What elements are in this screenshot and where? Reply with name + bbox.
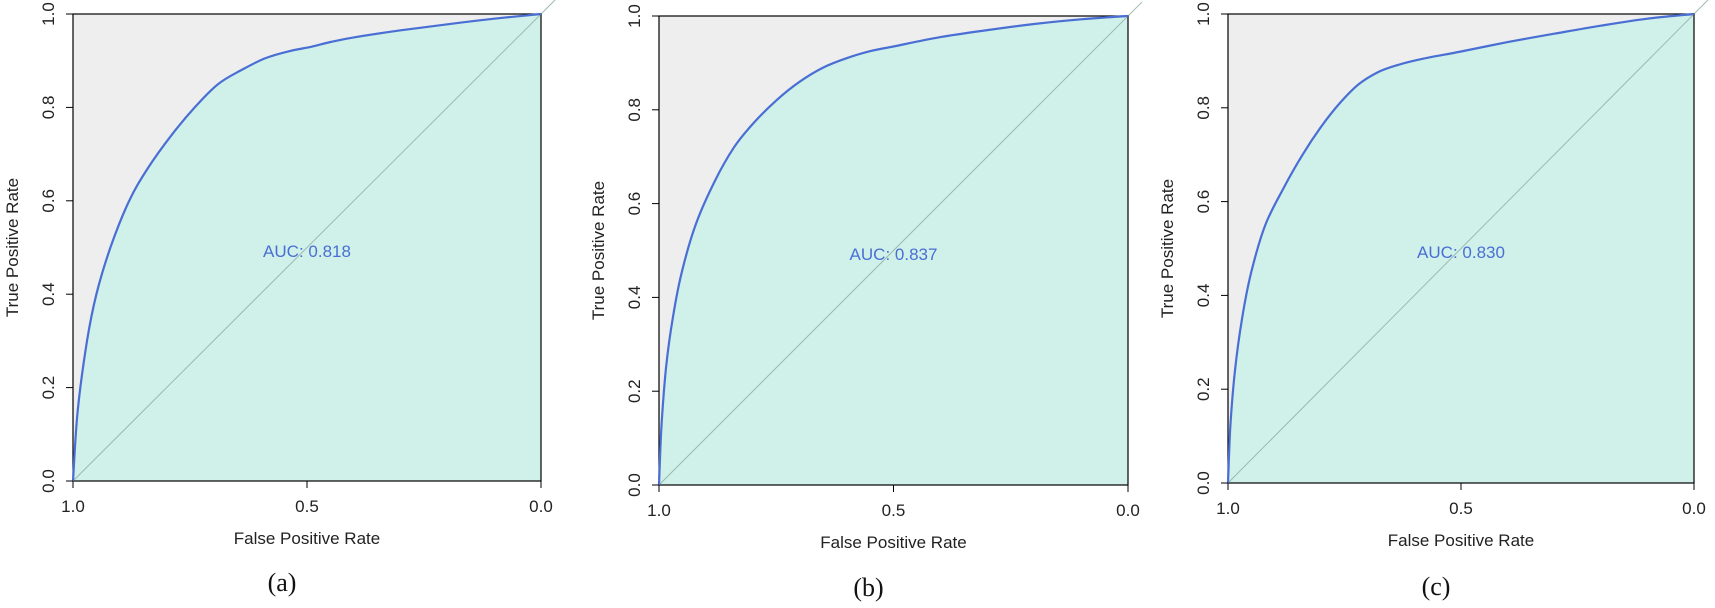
roc-curve bbox=[657, 14, 1129, 486]
y-tick-label: 0.4 bbox=[625, 286, 644, 310]
x-tick-label: 1.0 bbox=[1216, 499, 1240, 518]
y-tick-label: 0.4 bbox=[39, 282, 58, 306]
y-tick-label: 0.6 bbox=[625, 192, 644, 216]
auc-label: AUC: 0.830 bbox=[1417, 243, 1505, 262]
roc-panel-3: 0.0 0.2 0.4 0.6 0.8 1.0 1.0 0.5 0.0 False Positiv… bbox=[1158, 0, 1709, 601]
y-tick-label: 0.4 bbox=[1194, 284, 1213, 308]
y-tick-label: 0.2 bbox=[625, 379, 644, 403]
roc-panel-1: 0.0 0.2 0.4 0.6 0.8 1.0 1.0 0.5 0.0 False Positiv… bbox=[3, 0, 556, 597]
y-tick-label: 0.0 bbox=[1194, 471, 1213, 495]
x-tick-label: 1.0 bbox=[647, 501, 671, 520]
y-tick-label: 0.6 bbox=[1194, 190, 1213, 214]
y-axis-label: True Positive Rate bbox=[1158, 179, 1177, 318]
panel-caption: (c) bbox=[1422, 572, 1451, 601]
auc-label: AUC: 0.818 bbox=[263, 242, 351, 261]
y-tick-label: 1.0 bbox=[1194, 2, 1213, 26]
y-tick-label: 0.0 bbox=[625, 473, 644, 497]
x-tick-label: 0.5 bbox=[295, 497, 319, 516]
x-axis-label: False Positive Rate bbox=[1388, 531, 1534, 550]
y-axis-label: True Positive Rate bbox=[3, 178, 22, 317]
chance-diagonal bbox=[72, 0, 556, 482]
y-axis-label: True Positive Rate bbox=[589, 181, 608, 320]
auc-label: AUC: 0.837 bbox=[850, 245, 938, 264]
chance-diagonal bbox=[658, 1, 1143, 486]
x-tick-label: 0.5 bbox=[882, 501, 906, 520]
y-tick-label: 0.0 bbox=[39, 469, 58, 493]
x-axis-label: False Positive Rate bbox=[820, 533, 966, 552]
y-tick-label: 1.0 bbox=[625, 4, 644, 28]
panel-caption: (a) bbox=[268, 568, 297, 597]
x-tick-label: 0.5 bbox=[1449, 499, 1473, 518]
x-tick-label: 0.0 bbox=[1116, 501, 1140, 520]
x-tick-label: 0.0 bbox=[1682, 499, 1706, 518]
x-tick-label: 1.0 bbox=[61, 497, 85, 516]
y-tick-label: 0.8 bbox=[39, 96, 58, 120]
y-tick-label: 0.8 bbox=[1194, 96, 1213, 120]
x-tick-label: 0.0 bbox=[529, 497, 553, 516]
roc-panel-2: 0.0 0.2 0.4 0.6 0.8 1.0 1.0 0.5 0.0 False Positiv… bbox=[589, 1, 1143, 602]
roc-curve bbox=[1226, 12, 1695, 484]
y-tick-label: 1.0 bbox=[39, 2, 58, 26]
chance-diagonal bbox=[1227, 0, 1709, 484]
y-tick-label: 0.6 bbox=[39, 189, 58, 213]
y-tick-label: 0.2 bbox=[1194, 377, 1213, 401]
x-axis-label: False Positive Rate bbox=[234, 529, 380, 548]
roc-curve bbox=[71, 12, 542, 482]
y-tick-label: 0.2 bbox=[39, 376, 58, 400]
panel-caption: (b) bbox=[853, 573, 883, 602]
y-tick-label: 0.8 bbox=[625, 98, 644, 122]
